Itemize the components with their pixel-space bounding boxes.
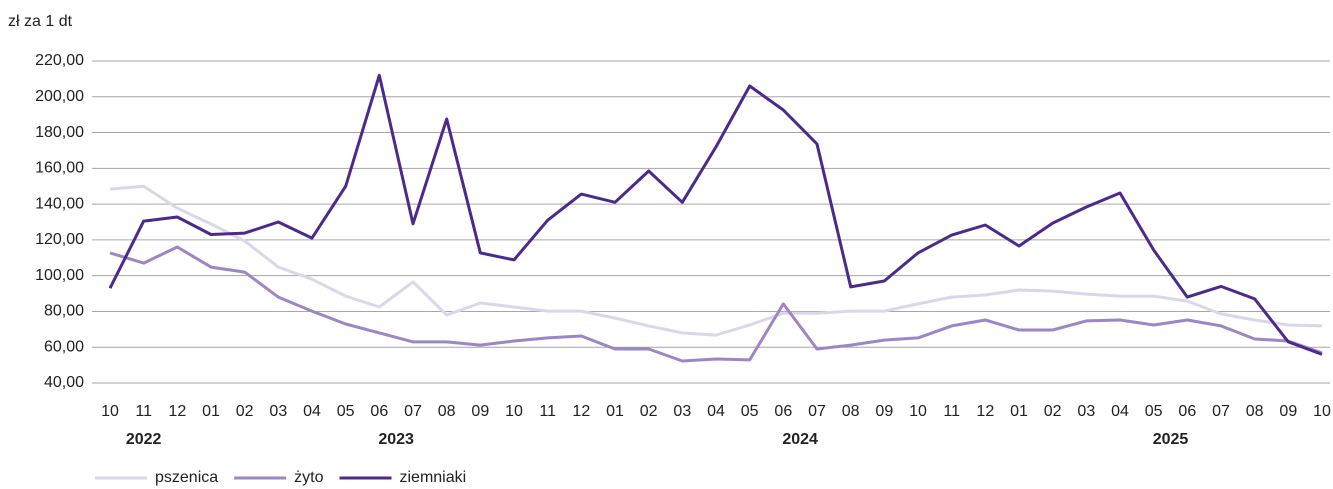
x-tick-label: 03 [673,403,691,420]
legend-label: pszenica [155,469,218,486]
y-tick-label: 140,00 [35,195,84,212]
legend-label: żyto [294,469,323,486]
series-line [108,73,1323,356]
x-tick-label: 06 [1178,403,1196,420]
y-tick-label: 60,00 [44,338,84,355]
x-tick-label: 05 [337,403,355,420]
y-tick-label: 120,00 [35,231,84,248]
x-tick-label: 11 [943,403,960,420]
x-tick-label: 06 [774,403,792,420]
x-tick-label: 09 [1279,403,1297,420]
x-tick-label: 12 [572,403,590,420]
x-tick-label: 01 [202,403,220,420]
x-tick-label: 08 [1246,403,1264,420]
x-tick-label: 12 [168,403,186,420]
x-tick-label: 09 [875,403,893,420]
x-tick-label: 04 [1111,403,1129,420]
x-tick-label: 08 [842,403,860,420]
x-tick-label: 10 [101,403,119,420]
x-tick-label: 10 [505,403,523,420]
x-tick-label: 01 [1010,403,1028,420]
y-tick-label: 40,00 [44,374,84,391]
x-tick-label: 04 [707,403,725,420]
x-tick-label: 06 [370,403,388,420]
y-axis-label: zł za 1 dt [8,13,73,30]
x-tick-label: 04 [303,403,321,420]
year-label: 2022 [126,431,162,448]
x-tick-label: 10 [909,403,927,420]
y-tick-label: 180,00 [35,124,84,141]
x-tick-label: 07 [808,403,826,420]
x-tick-label: 03 [269,403,287,420]
legend-label: ziemniaki [400,469,467,486]
y-tick-label: 160,00 [35,160,84,177]
x-tick-label: 01 [606,403,624,420]
y-tick-label: 80,00 [44,303,84,320]
x-tick-label: 10 [1313,403,1331,420]
x-tick-label: 05 [1145,403,1163,420]
y-tick-label: 220,00 [35,52,84,69]
x-tick-label: 12 [976,403,994,420]
x-tick-label: 07 [1212,403,1230,420]
x-tick-label: 11 [539,403,556,420]
year-label: 2024 [782,431,818,448]
series-line [109,184,1323,337]
year-label: 2023 [378,431,414,448]
x-tick-label: 09 [471,403,489,420]
x-tick-label: 02 [640,403,658,420]
series-line [109,245,1323,363]
y-tick-label: 200,00 [35,88,84,105]
x-tick-label: 03 [1077,403,1095,420]
x-tick-label: 08 [438,403,456,420]
y-tick-label: 100,00 [35,267,84,284]
x-tick-label: 02 [1044,403,1062,420]
x-tick-label: 02 [236,403,254,420]
x-tick-label: 07 [404,403,422,420]
year-label: 2025 [1153,431,1189,448]
x-tick-label: 11 [135,403,152,420]
x-tick-label: 05 [741,403,759,420]
